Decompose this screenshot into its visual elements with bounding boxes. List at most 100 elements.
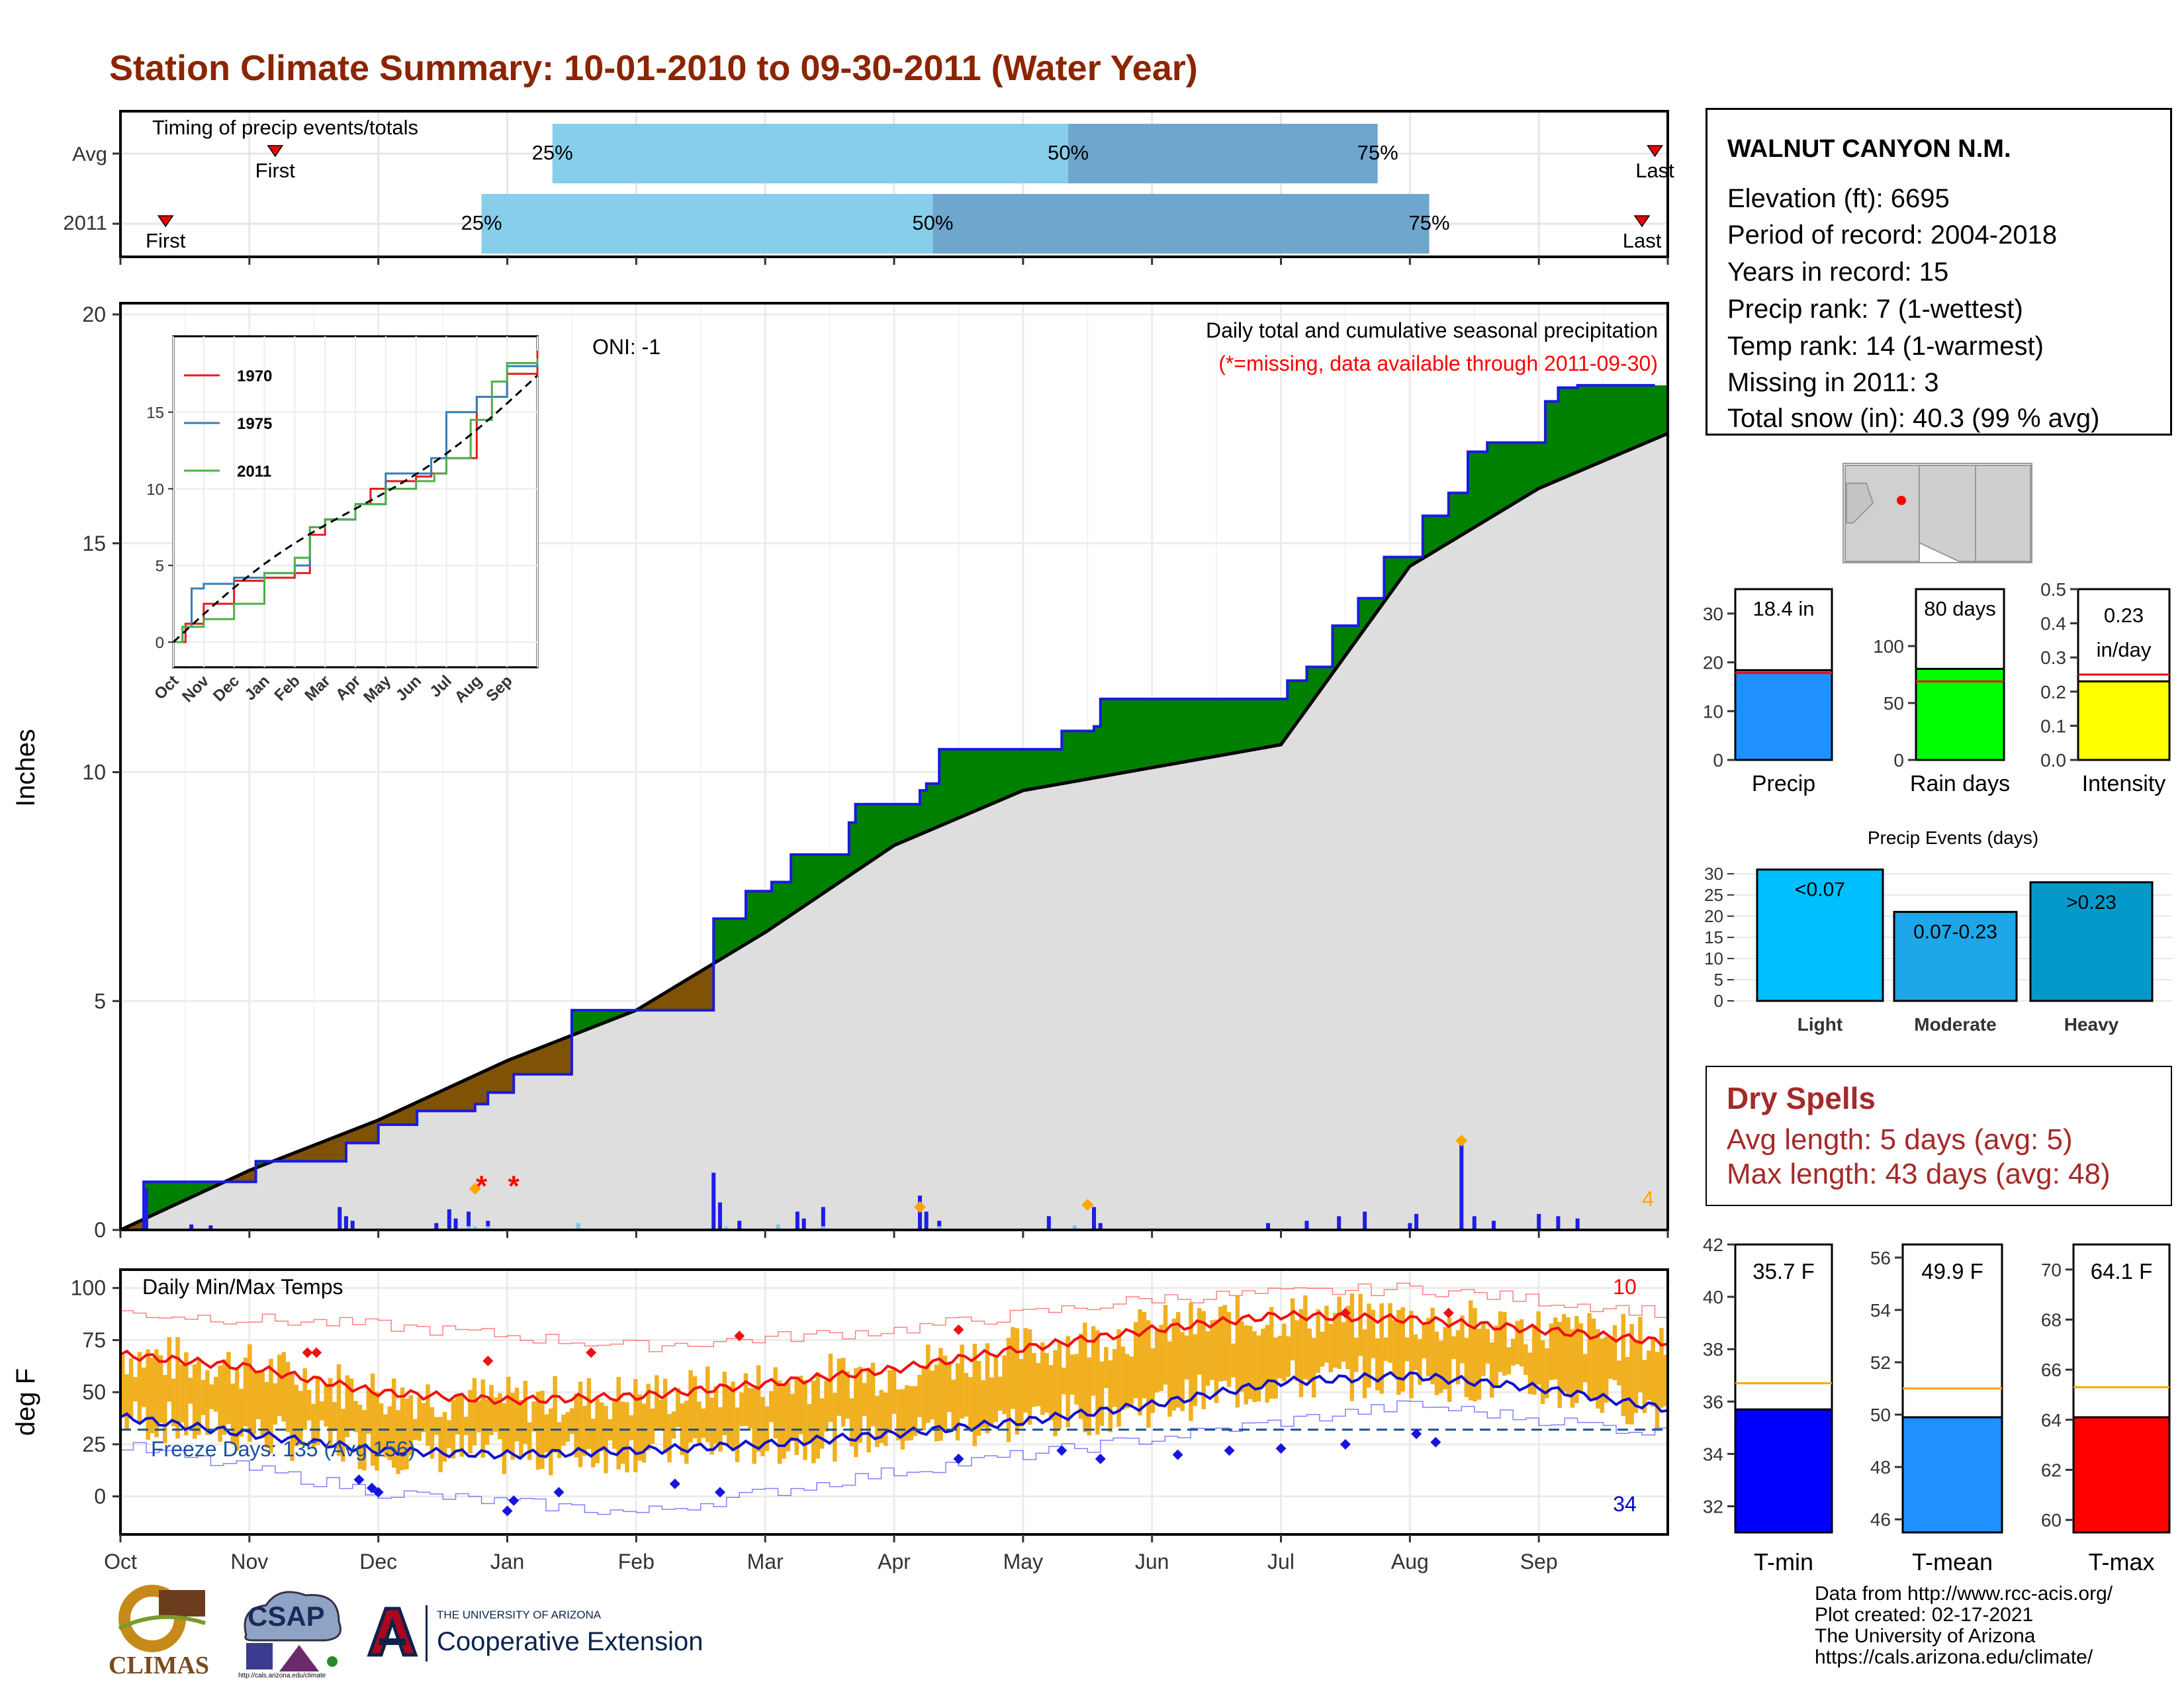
oni-label: ONI: -1 [592,335,660,359]
daily-temp-bar [938,1348,943,1441]
daily-temp-bar [1205,1331,1210,1386]
daily-temp-bar [1108,1360,1113,1432]
daily-temp-bar [1019,1358,1024,1427]
daily-temp-bar [1663,1354,1668,1407]
inset-ytick-label: 5 [156,557,164,575]
inset-ytick-label: 10 [146,481,164,498]
daily-temp-bar [370,1373,375,1466]
last-event-marker [1633,215,1651,228]
daily-temp-bar [137,1352,142,1424]
daily-temp-bar [841,1358,846,1427]
daily-temp-bar [1248,1325,1253,1399]
daily-temp-bar [701,1408,706,1438]
credit-university: The University of Arizona [1815,1625,2036,1647]
daily-temp-bar [684,1400,689,1464]
temp-bar-ytick-label: 48 [1870,1457,1891,1477]
daily-temp-bar [324,1383,328,1427]
daily-temp-bar [531,1401,536,1432]
temp-ytick-label: 50 [82,1380,106,1404]
daily-precip-bar [453,1218,458,1230]
record-low-marker [366,1482,377,1493]
daily-temp-bar [302,1368,307,1430]
daily-temp-bar [1120,1346,1126,1410]
inset-legend-label: 1975 [237,415,272,433]
daily-temp-bar [1392,1320,1397,1375]
daily-temp-bar [1324,1305,1329,1363]
daily-temp-bar [477,1400,481,1432]
csap-logo-url: http://cals.arizona.edu/climate [238,1672,326,1679]
daily-temp-bar [837,1358,842,1416]
daily-temp-bar [1473,1308,1477,1402]
daily-temp-bar [790,1393,795,1442]
daily-temp-bar [1494,1325,1498,1388]
snow-bar [486,1226,490,1230]
events-ytick-label: 20 [1704,906,1723,926]
station-missing: Missing in 2011: 3 [1727,368,1939,397]
daily-temp-bar [506,1376,511,1452]
daily-temp-bar [854,1368,858,1458]
daily-temp-bar [756,1365,761,1452]
daily-temp-bar [239,1389,244,1437]
daily-temp-bar [336,1364,341,1456]
daily-temp-bar [472,1378,477,1446]
daily-temp-bar [1549,1323,1554,1380]
daily-temp-bar [735,1407,740,1462]
temp-ytick-label: 0 [94,1485,106,1509]
daily-temp-bar [815,1372,820,1459]
month-label: May [1003,1550,1043,1573]
precip-ytick-label: 0 [94,1218,106,1242]
daily-temp-bar [1477,1329,1482,1400]
daily-temp-bar [1189,1303,1193,1421]
daily-temp-bar [1430,1307,1435,1385]
temp-title: Daily Min/Max Temps [142,1275,343,1299]
daily-temp-bar [1489,1342,1494,1398]
daily-temp-bar [688,1370,693,1443]
month-label: Feb [618,1550,655,1573]
temp-summary-bars: 32 34 36 38 40 42 35.7 F T-min 46 48 50 52 54 56 49.9 … [1703,1235,2171,1575]
daily-temp-bar [1222,1305,1227,1381]
daily-temp-bar [1320,1331,1325,1367]
daily-temp-bar [1078,1333,1083,1419]
daily-temp-bar [260,1372,265,1438]
inset-ytick-label: 15 [146,404,164,422]
daily-precip-bar [338,1207,342,1230]
daily-precip-bar [486,1221,490,1230]
daily-temp-bar [332,1401,337,1431]
daily-temp-bar [523,1381,528,1444]
temp-bar-fill [1901,1416,2003,1534]
daily-temp-bar [1341,1322,1346,1362]
daily-temp-bar [930,1370,934,1420]
snow-bar [467,1226,471,1230]
summary-bar-value: 80 days [1924,597,1996,620]
daily-temp-bar [1298,1309,1304,1397]
summary-ytick-label: 0.3 [2040,647,2066,668]
precip-ylabel: Inches [11,729,40,807]
daily-temp-bar [845,1371,850,1419]
record-low-marker [714,1487,725,1498]
daily-temp-bar [447,1420,451,1448]
daily-temp-bar [1485,1329,1490,1364]
daily-temp-bar [697,1401,702,1444]
daily-temp-bar [1116,1329,1121,1427]
daily-temp-bar [375,1391,379,1471]
summary-ytick-label: 0.5 [2040,579,2066,600]
daily-temp-bar [655,1375,659,1429]
precip-ytick-label: 5 [94,989,106,1013]
record-low-marker [353,1474,365,1485]
daily-temp-bar [858,1366,863,1443]
daily-precip-bar [711,1172,716,1230]
events-ytick-label: 30 [1704,864,1723,884]
daily-temp-bar [1066,1336,1070,1428]
daily-temp-bar [1464,1337,1469,1397]
daily-temp-bar [955,1363,960,1441]
daily-temp-bar [926,1344,931,1423]
daily-temp-bar [459,1395,464,1457]
daily-temp-bar [574,1393,578,1458]
month-label: Oct [104,1550,137,1573]
daily-temp-bar [1570,1329,1575,1408]
daily-precip-bar [924,1211,929,1230]
temp-bar-ytick-label: 38 [1703,1339,1723,1360]
daily-temp-bar [502,1403,506,1474]
daily-temp-bar [1608,1338,1613,1380]
events-ytick-label: 10 [1704,949,1723,968]
